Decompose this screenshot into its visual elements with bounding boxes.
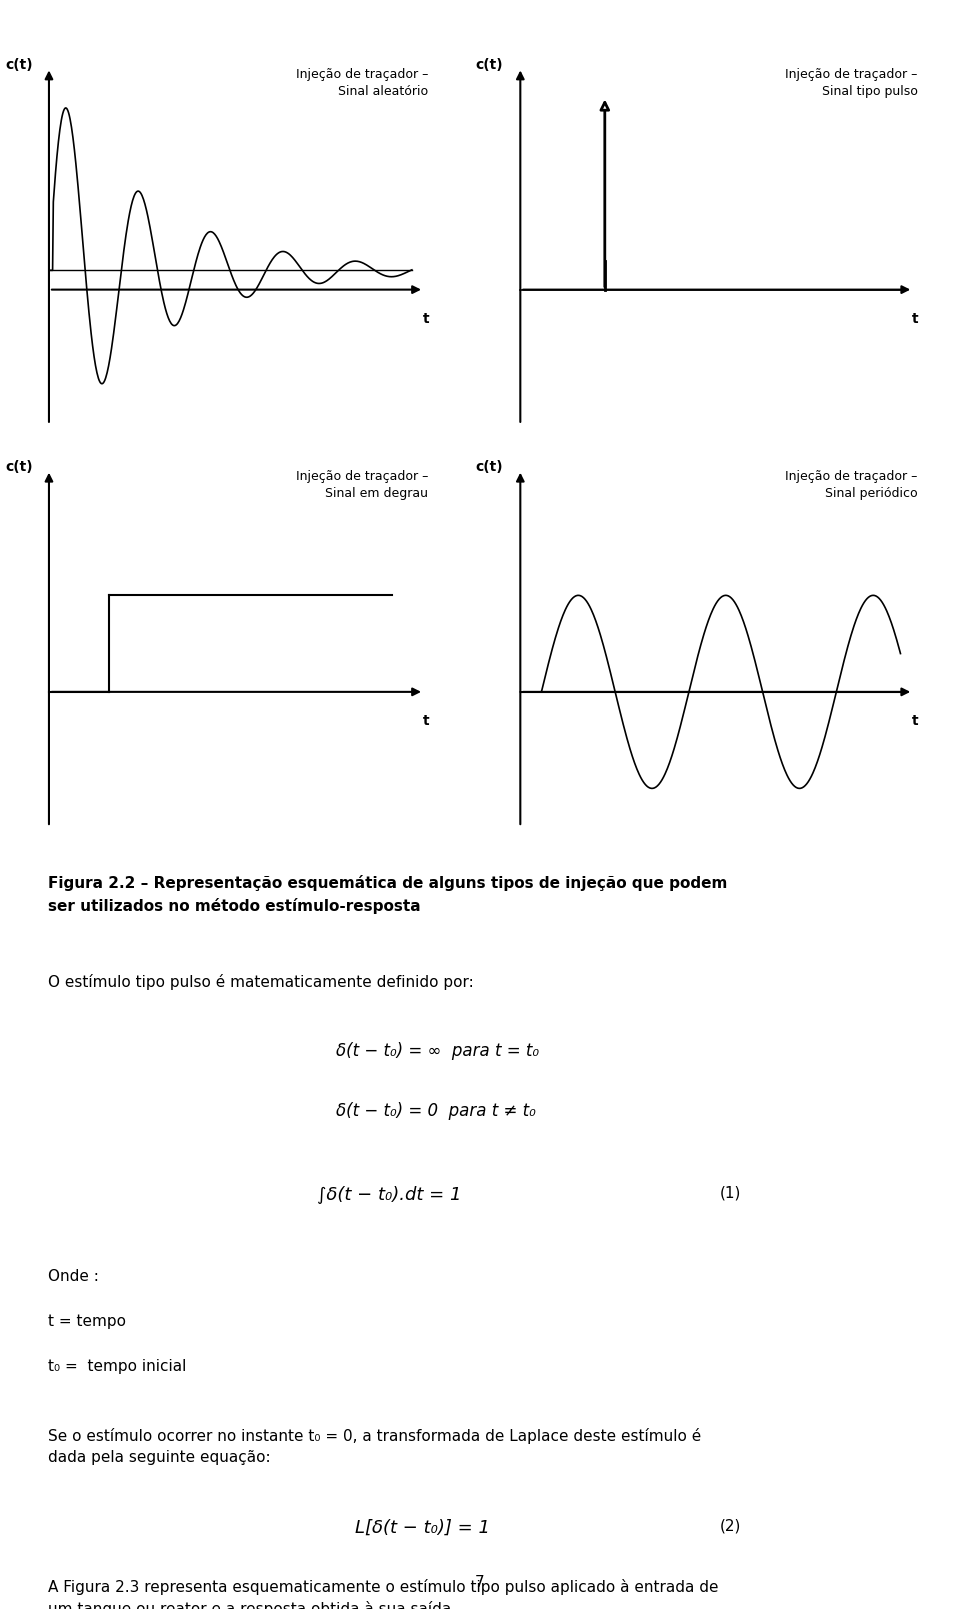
Text: Injeção de traçador –
Sinal em degrau: Injeção de traçador – Sinal em degrau (296, 470, 428, 500)
Text: L[δ(t − t₀)] = 1: L[δ(t − t₀)] = 1 (355, 1519, 491, 1537)
Text: t = tempo: t = tempo (48, 1315, 126, 1329)
Text: Injeção de traçador –
Sinal periódico: Injeção de traçador – Sinal periódico (785, 470, 918, 500)
Text: t: t (422, 714, 429, 727)
Text: t₀ =  tempo inicial: t₀ = tempo inicial (48, 1360, 186, 1374)
Text: O estímulo tipo pulso é matematicamente definido por:: O estímulo tipo pulso é matematicamente … (48, 973, 473, 990)
Text: t: t (912, 312, 919, 325)
Text: c(t): c(t) (5, 460, 33, 475)
Text: Se o estímulo ocorrer no instante t₀ = 0, a transformada de Laplace deste estímu: Se o estímulo ocorrer no instante t₀ = 0… (48, 1427, 701, 1464)
Text: (1): (1) (720, 1186, 741, 1200)
Text: ∫δ(t − t₀).dt = 1: ∫δ(t − t₀).dt = 1 (317, 1186, 462, 1204)
Text: δ(t − t₀) = ∞  para t = t₀: δ(t − t₀) = ∞ para t = t₀ (336, 1043, 539, 1060)
Text: c(t): c(t) (476, 58, 503, 72)
Text: (2): (2) (720, 1519, 741, 1533)
Text: c(t): c(t) (476, 460, 503, 475)
Text: δ(t − t₀) = 0  para t ≠ t₀: δ(t − t₀) = 0 para t ≠ t₀ (336, 1102, 536, 1120)
Text: Onde :: Onde : (48, 1268, 99, 1284)
Text: t: t (912, 714, 919, 727)
Text: Injeção de traçador –
Sinal aleatório: Injeção de traçador – Sinal aleatório (296, 68, 428, 98)
Text: 7: 7 (475, 1575, 485, 1590)
Text: A Figura 2.3 representa esquematicamente o estímulo tipo pulso aplicado à entrad: A Figura 2.3 representa esquematicamente… (48, 1578, 718, 1609)
Text: t: t (422, 312, 429, 325)
Text: c(t): c(t) (5, 58, 33, 72)
Text: Injeção de traçador –
Sinal tipo pulso: Injeção de traçador – Sinal tipo pulso (785, 68, 918, 98)
Text: Figura 2.2 – Representação esquemática de alguns tipos de injeção que podem
ser : Figura 2.2 – Representação esquemática d… (48, 875, 728, 914)
